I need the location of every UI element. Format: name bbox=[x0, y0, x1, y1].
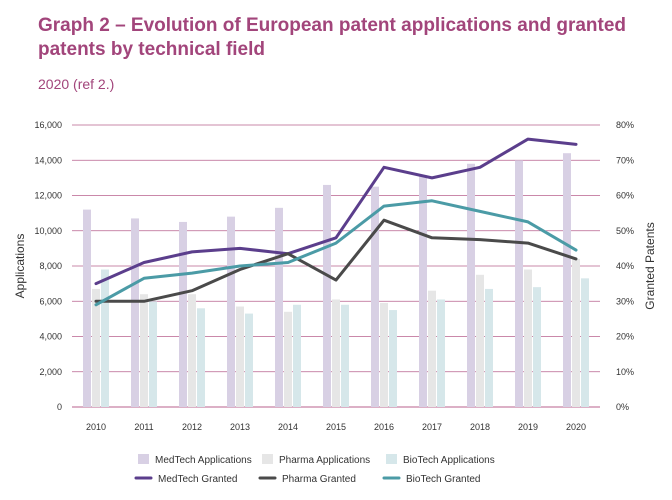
bar bbox=[131, 218, 139, 407]
legend-label: Pharma Applications bbox=[279, 455, 370, 466]
y-tick-label: 10,000 bbox=[34, 226, 62, 236]
bar bbox=[389, 310, 397, 407]
y2-tick-label: 0% bbox=[616, 402, 629, 412]
y-tick-label: 0 bbox=[57, 402, 62, 412]
legend-label: BioTech Applications bbox=[403, 455, 495, 466]
bar bbox=[428, 290, 436, 407]
y-tick-label: 2,000 bbox=[39, 367, 62, 377]
x-tick-label: 2013 bbox=[230, 422, 250, 432]
bar bbox=[149, 301, 157, 407]
bar bbox=[197, 308, 205, 407]
bar bbox=[245, 313, 253, 407]
bar bbox=[332, 299, 340, 407]
bar bbox=[323, 184, 331, 407]
x-tick-label: 2018 bbox=[470, 422, 490, 432]
x-tick-label: 2019 bbox=[518, 422, 538, 432]
bar bbox=[563, 153, 571, 407]
bar bbox=[275, 207, 283, 407]
bar bbox=[533, 287, 541, 407]
x-tick-label: 2011 bbox=[134, 422, 153, 432]
bar-series bbox=[83, 153, 589, 407]
y-axis-left-ticks: 0 2,000 4,000 6,000 8,000 10,000 12,000 14,000 1… bbox=[34, 120, 62, 412]
y2-tick-label: 70% bbox=[616, 155, 634, 165]
bar bbox=[371, 186, 379, 407]
bar bbox=[140, 294, 148, 407]
legend-swatch bbox=[138, 454, 149, 464]
x-tick-label: 2017 bbox=[422, 422, 442, 432]
y2-tick-label: 40% bbox=[616, 261, 634, 271]
x-tick-label: 2015 bbox=[326, 422, 346, 432]
bar bbox=[341, 304, 349, 407]
x-tick-label: 2020 bbox=[566, 422, 586, 432]
y-tick-label: 12,000 bbox=[34, 191, 62, 201]
y2-tick-label: 60% bbox=[616, 191, 634, 201]
bar bbox=[236, 306, 244, 407]
bar bbox=[485, 288, 493, 407]
bar bbox=[476, 274, 484, 407]
y2-axis-label: Granted Patents bbox=[643, 222, 657, 309]
y-axis-label: Applications bbox=[13, 234, 27, 299]
bar bbox=[572, 258, 580, 407]
bar bbox=[581, 278, 589, 407]
x-axis-ticks: 2010 2011 2012 2013 2014 2015 2016 2017 2018 2019… bbox=[86, 422, 586, 432]
chart-subtitle: 2020 (ref 2.) bbox=[38, 76, 115, 92]
bar bbox=[293, 304, 301, 407]
bar bbox=[437, 299, 445, 407]
y2-tick-label: 80% bbox=[616, 120, 634, 130]
series-line bbox=[94, 218, 578, 303]
legend-swatch bbox=[386, 454, 397, 464]
bar bbox=[515, 160, 523, 407]
series-line bbox=[94, 137, 578, 286]
bar bbox=[419, 176, 427, 407]
y-tick-label: 14,000 bbox=[34, 155, 62, 165]
bar bbox=[284, 311, 292, 407]
bar bbox=[380, 303, 388, 407]
y-tick-label: 8,000 bbox=[39, 261, 62, 271]
bar bbox=[101, 269, 109, 407]
x-tick-label: 2014 bbox=[278, 422, 298, 432]
bar bbox=[467, 163, 475, 407]
x-tick-label: 2016 bbox=[374, 422, 394, 432]
legend-label: BioTech Granted bbox=[406, 474, 481, 485]
y-tick-label: 6,000 bbox=[39, 296, 62, 306]
legend-swatch bbox=[262, 454, 273, 464]
legend: MedTech Applications Pharma Applications B… bbox=[134, 454, 495, 485]
legend-label: Pharma Granted bbox=[282, 474, 356, 485]
bar bbox=[92, 288, 100, 407]
bar bbox=[227, 216, 235, 407]
x-tick-label: 2010 bbox=[86, 422, 106, 432]
y-tick-label: 16,000 bbox=[34, 120, 62, 130]
chart-title: Graph 2 – Evolution of European patent a… bbox=[38, 15, 627, 60]
series-line bbox=[94, 199, 578, 307]
bar bbox=[524, 269, 532, 407]
x-tick-label: 2012 bbox=[182, 422, 202, 432]
y2-tick-label: 30% bbox=[616, 296, 634, 306]
y2-tick-label: 50% bbox=[616, 226, 634, 236]
bar bbox=[179, 221, 187, 407]
bar bbox=[83, 209, 91, 407]
y2-tick-label: 20% bbox=[616, 332, 634, 342]
legend-label: MedTech Applications bbox=[155, 455, 252, 466]
legend-label: MedTech Granted bbox=[158, 474, 238, 485]
y2-tick-label: 10% bbox=[616, 367, 634, 377]
y-tick-label: 4,000 bbox=[39, 332, 62, 342]
line-series bbox=[94, 137, 578, 307]
y-axis-right-ticks: 0% 10% 20% 30% 40% 50% 60% 70% 80% bbox=[616, 120, 634, 412]
bar bbox=[188, 294, 196, 407]
